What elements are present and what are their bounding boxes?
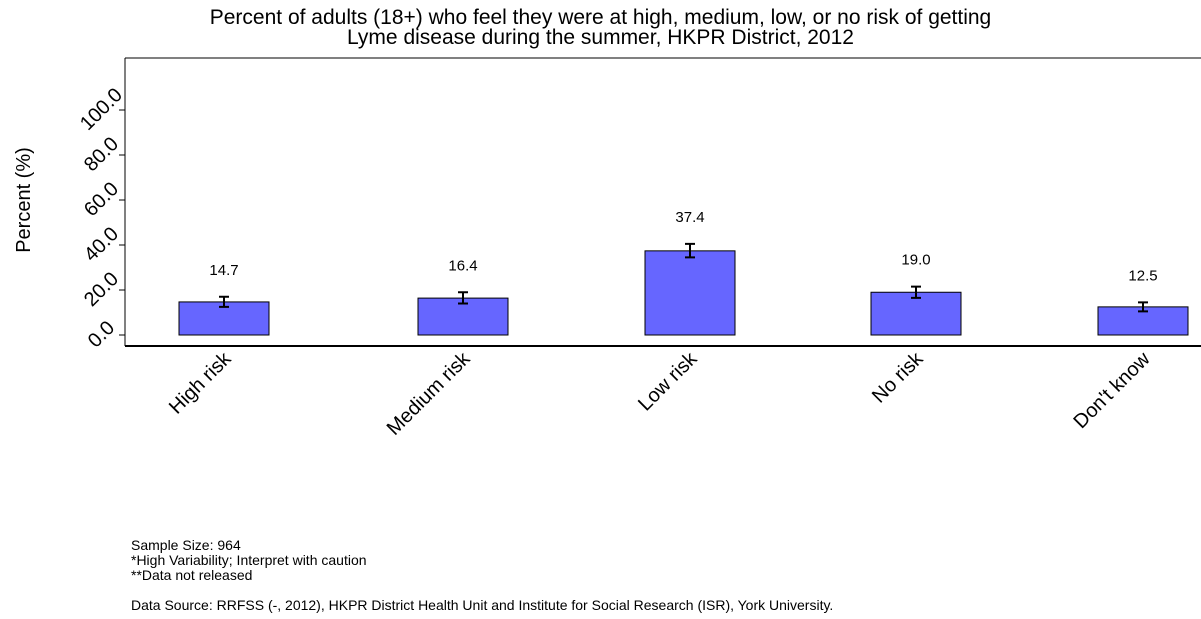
bar	[1097, 306, 1189, 336]
y-tick-label: 60.0	[80, 178, 123, 221]
bar	[870, 291, 962, 336]
data-source-note: Data Source: RRFSS (-, 2012), HKPR Distr…	[131, 597, 834, 613]
data-label: 19.0	[901, 252, 930, 269]
y-tick-label: 40.0	[80, 223, 123, 266]
footnotes: Sample Size: 964 *High Variability; Inte…	[131, 538, 367, 583]
chart-title-line-1: Percent of adults (18+) who feel they we…	[209, 6, 992, 29]
chart-title: Percent of adults (18+) who feel they we…	[0, 6, 1201, 49]
not-released-note: **Data not released	[131, 567, 253, 583]
x-category-label: No risk	[868, 347, 928, 407]
y-tick-label: 0.0	[84, 317, 119, 352]
x-category-label: High risk	[165, 347, 236, 418]
x-category-label: Medium risk	[383, 347, 475, 439]
chart-title-line-2: Lyme disease during the summer, HKPR Dis…	[347, 26, 854, 49]
data-label: 12.5	[1128, 267, 1157, 284]
data-label: 16.4	[448, 257, 477, 274]
x-category-label: Don't know	[1069, 348, 1154, 433]
data-label: 37.4	[675, 209, 704, 226]
y-axis-label: Percent (%)	[13, 147, 35, 253]
high-variability-note: *High Variability; Interpret with cautio…	[131, 552, 367, 568]
sample-size-note: Sample Size: 964	[131, 537, 241, 553]
y-tick-label: 20.0	[80, 268, 123, 311]
bar	[644, 250, 736, 336]
y-tick-label: 80.0	[80, 133, 123, 176]
y-tick-label: 100.0	[76, 84, 127, 135]
x-category-label: Low risk	[634, 347, 702, 415]
data-label: 14.7	[209, 262, 238, 279]
